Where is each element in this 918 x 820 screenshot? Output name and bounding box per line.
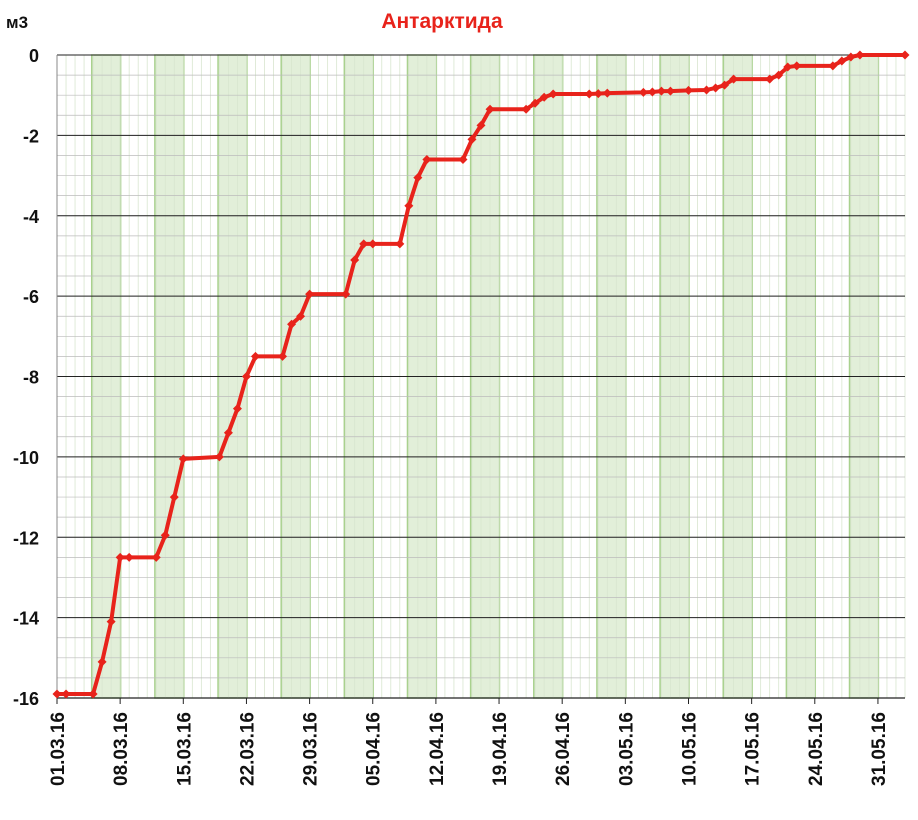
y-tick-label: -12 (13, 528, 39, 548)
x-tick-label: 17.05.16 (743, 712, 764, 786)
x-tick-label: 24.05.16 (806, 712, 827, 786)
point-marker (115, 552, 125, 562)
point-marker (241, 372, 251, 381)
x-tick-label: 03.05.16 (616, 712, 637, 786)
x-tick-label: 10.05.16 (679, 712, 700, 786)
point-marker (783, 62, 793, 72)
point-marker (422, 154, 432, 164)
point-marker (485, 104, 495, 114)
point-marker (521, 104, 531, 114)
point-marker (178, 454, 188, 464)
point-marker (683, 85, 693, 95)
point-marker (214, 452, 224, 462)
point-marker (368, 239, 378, 249)
point-marker (548, 89, 558, 99)
y-tick-label: -16 (13, 689, 39, 709)
point-marker (729, 74, 739, 84)
point-marker (404, 201, 414, 211)
point-marker (647, 87, 657, 97)
point-marker (305, 289, 315, 299)
point-marker (250, 351, 260, 361)
x-tick-label: 26.04.16 (553, 712, 574, 786)
point-marker (900, 50, 910, 60)
point-marker (413, 173, 423, 183)
point-marker (467, 134, 477, 144)
point-marker (160, 530, 170, 540)
x-tick-label: 01.03.16 (48, 712, 69, 786)
y-tick-label: 0 (29, 46, 39, 66)
point-marker (602, 88, 612, 98)
point-marker (720, 80, 730, 90)
point-marker (341, 289, 351, 299)
x-tick-label: 31.05.16 (869, 712, 890, 786)
point-marker (52, 689, 62, 699)
x-tick-label: 22.03.16 (237, 712, 258, 786)
point-marker (665, 86, 675, 96)
point-marker (97, 657, 107, 667)
point-marker (584, 89, 594, 99)
point-marker (765, 74, 775, 84)
x-tick-label: 05.04.16 (364, 712, 385, 786)
y-tick-label: -4 (23, 207, 39, 227)
point-marker (638, 87, 648, 97)
point-marker (846, 52, 856, 62)
point-marker (656, 86, 666, 96)
y-tick-label: -6 (23, 287, 39, 307)
y-tick-label: -10 (13, 448, 39, 468)
point-marker (828, 61, 838, 71)
point-marker (350, 255, 360, 265)
x-tick-label: 15.03.16 (174, 712, 195, 786)
point-marker (711, 83, 721, 93)
point-marker (359, 239, 369, 249)
point-marker (702, 85, 712, 95)
point-marker (287, 319, 297, 329)
x-tick-label: 12.04.16 (427, 712, 448, 786)
point-marker (774, 70, 784, 80)
chart-title: Антарктида (381, 10, 503, 33)
point-marker (530, 98, 540, 108)
point-marker (296, 311, 306, 321)
point-marker (124, 552, 134, 562)
point-marker (278, 351, 288, 361)
point-marker (151, 552, 161, 562)
point-marker (106, 617, 116, 627)
point-marker (88, 689, 98, 699)
point-marker (539, 92, 549, 102)
point-marker (223, 428, 233, 438)
x-tick-label: 29.03.16 (301, 712, 322, 786)
point-marker (855, 50, 865, 60)
y-tick-label: -14 (13, 609, 39, 629)
point-marker (458, 154, 468, 164)
y-tick-label: -2 (23, 126, 39, 146)
point-marker (169, 492, 179, 502)
point-marker (593, 89, 603, 99)
point-marker (61, 689, 71, 699)
x-tick-label: 19.04.16 (490, 712, 511, 786)
point-marker (395, 239, 405, 249)
point-marker (476, 120, 486, 130)
x-tick-label: 08.03.16 (111, 712, 132, 786)
y-tick-label: -8 (23, 368, 39, 388)
point-marker (792, 61, 802, 71)
point-marker (837, 56, 847, 66)
point-marker (232, 404, 242, 414)
y-axis-label: м3 (6, 13, 28, 32)
